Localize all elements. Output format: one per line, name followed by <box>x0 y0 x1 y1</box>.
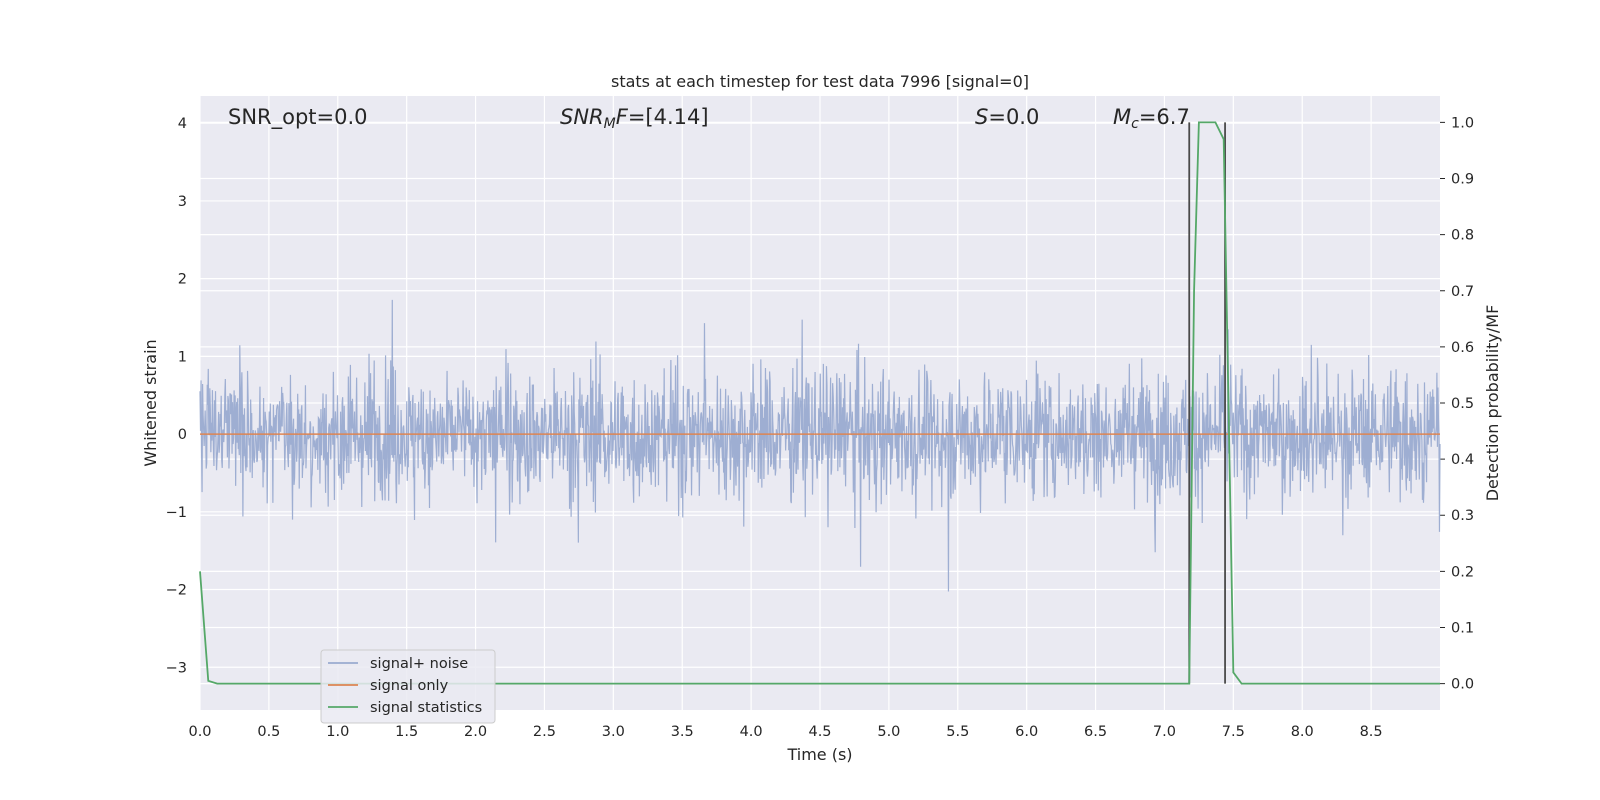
y-tick-label: 0 <box>178 427 187 443</box>
snr-mf-sub: M <box>604 116 616 132</box>
x-tick-label: 3.5 <box>671 724 694 740</box>
legend-label-signal-statistics: signal statistics <box>370 700 482 716</box>
x-tick-label: 6.0 <box>1015 724 1038 740</box>
x-tick-label: 6.5 <box>1084 724 1107 740</box>
x-tick-label: 7.0 <box>1153 724 1176 740</box>
y2-tick-label: 0.4 <box>1451 452 1474 468</box>
mc-value: =6.7 <box>1139 105 1190 129</box>
snr-mf-annotation: SNRMF=[4.14] <box>560 105 709 132</box>
legend-box <box>320 649 496 724</box>
x-tick-label: 4.5 <box>808 724 831 740</box>
y-tick-label: −3 <box>166 660 187 676</box>
snr-mf-value: =[4.14] <box>628 105 709 129</box>
x-tick-label: 5.0 <box>877 724 900 740</box>
y2-tick-label: 0.3 <box>1451 508 1474 524</box>
s-annotation: S=0.0 <box>975 105 1039 129</box>
mc-sub: c <box>1131 116 1139 132</box>
x-tick-label: 0.0 <box>188 724 211 740</box>
y-tick-label: −2 <box>166 583 187 599</box>
x-tick-label: 3.0 <box>602 724 625 740</box>
y2-tick-label: 0.8 <box>1451 228 1474 244</box>
x-tick-label: 2.5 <box>533 724 556 740</box>
s-value: =0.0 <box>988 105 1039 129</box>
y2-tick-label: 0.6 <box>1451 340 1474 356</box>
y-tick-labels: 4 3 2 1 0 −1 −2 −3 <box>166 116 187 676</box>
legend-label-signal-only: signal only <box>370 678 449 694</box>
chart-title: stats at each timestep for test data 799… <box>611 72 1029 91</box>
x-tick-label: 1.0 <box>326 724 349 740</box>
y2-tick-labels: 1.0 0.9 0.8 0.7 0.6 0.5 0.4 0.3 0.2 0.1 0.0 <box>1451 115 1474 692</box>
y2-tick-label: 0.9 <box>1451 172 1474 188</box>
mc-main: M <box>1113 105 1131 129</box>
snr-mf-main: SNR <box>560 105 604 129</box>
s-main: S <box>975 105 988 129</box>
x-tick-label: 5.5 <box>946 724 969 740</box>
signal-noise-path <box>199 299 1441 592</box>
x-tick-label: 4.0 <box>740 724 763 740</box>
legend: signal+ noise signal only signal statist… <box>320 649 496 724</box>
y2-tick-label: 0.2 <box>1451 564 1474 580</box>
y2-axis-label: Detection probability/MF <box>1483 305 1502 502</box>
y2-tick-label: 1.0 <box>1451 115 1474 131</box>
y-tick-label: 3 <box>178 194 187 210</box>
y2-tick-label: 0.5 <box>1451 396 1474 412</box>
signal-statistics-line <box>199 121 1440 685</box>
legend-label-signal-noise: signal+ noise <box>370 656 468 672</box>
x-axis-label: Time (s) <box>786 745 852 764</box>
y-axis-label: Whitened strain <box>141 339 160 466</box>
x-tick-label: 2.0 <box>464 724 487 740</box>
y-tick-label: 4 <box>178 116 187 132</box>
mc-annotation: Mc=6.7 <box>1113 105 1190 132</box>
x-tick-label: 8.5 <box>1360 724 1383 740</box>
y2-tick-label: 0.1 <box>1451 620 1474 636</box>
y-tick-label: 1 <box>178 349 187 365</box>
snr-opt-annotation: SNR_opt=0.0 <box>228 105 368 130</box>
signal-noise-series <box>199 299 1441 592</box>
y-tick-label: 2 <box>178 272 187 288</box>
y2-tick-label: 0.7 <box>1451 284 1474 300</box>
y-tick-label: −1 <box>166 505 187 521</box>
y2-tick-label: 0.0 <box>1451 677 1474 693</box>
x-tick-label: 1.5 <box>395 724 418 740</box>
x-tick-labels: 0.0 0.5 1.0 1.5 2.0 2.5 3.0 3.5 4.0 4.5 5.0 5.5 6.0 6… <box>188 724 1382 740</box>
x-tick-label: 0.5 <box>257 724 280 740</box>
snr-mf-rest: F <box>616 105 629 129</box>
x-tick-label: 7.5 <box>1222 724 1245 740</box>
x-tick-label: 8.0 <box>1291 724 1314 740</box>
